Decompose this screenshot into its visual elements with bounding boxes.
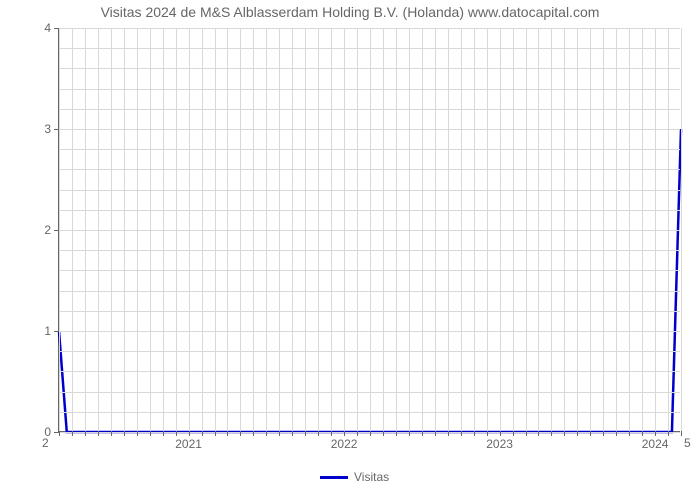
x-tick-mark [448,431,449,436]
gridline-v [357,28,358,431]
gridline-v [435,28,436,431]
x-tick-mark [318,431,319,436]
legend-label: Visitas [354,470,389,484]
x-tick-mark [85,431,86,436]
x-tick-mark [616,431,617,436]
gridline-v [292,28,293,431]
gridline-v [85,28,86,431]
x-tick-mark [98,431,99,436]
x-tick-mark [253,431,254,436]
gridline-v [370,28,371,431]
x-tick-mark [409,431,410,436]
gridline-v [98,28,99,431]
gridline-v [176,28,177,431]
x-tick-mark [603,431,604,436]
gridline-v [189,28,190,431]
gridline-v [396,28,397,431]
gridline-v [215,28,216,431]
x-tick-mark [370,431,371,436]
x-tick-mark [383,431,384,436]
gridline-v [526,28,527,431]
gridline-v [253,28,254,431]
x-tick-mark [305,431,306,436]
gridline-v [590,28,591,431]
gridline-v [137,28,138,431]
x-tick-mark [422,431,423,436]
x-tick-mark [526,431,527,436]
gridline-v [72,28,73,431]
x-tick-label: 2022 [331,431,358,451]
gridline-v [266,28,267,431]
visits-chart: Visitas 2024 de M&S Alblasserdam Holding… [0,0,700,500]
gridline-v [163,28,164,431]
x-tick-mark [435,431,436,436]
x-tick-mark [150,431,151,436]
gridline-v [487,28,488,431]
gridline-v [124,28,125,431]
gridline-v [616,28,617,431]
legend: Visitas [320,470,389,484]
gridline-v [629,28,630,431]
x-tick-mark [124,431,125,436]
gridline-v [422,28,423,431]
x-tick-mark [396,431,397,436]
x-tick-mark [227,431,228,436]
gridline-v [513,28,514,431]
x-tick-mark [564,431,565,436]
gridline-v [150,28,151,431]
gridline-v [409,28,410,431]
gridline-v [500,28,501,431]
x-tick-mark [59,431,60,436]
x-tick-mark [538,431,539,436]
x-tick-mark [590,431,591,436]
corner-label-bottom-left: 2 [42,436,49,450]
gridline-v [474,28,475,431]
gridline-v [344,28,345,431]
x-tick-mark [240,431,241,436]
gridline-v [240,28,241,431]
x-tick-mark [266,431,267,436]
gridline-v [227,28,228,431]
gridline-v [279,28,280,431]
gridline-v [681,28,682,431]
x-tick-mark [629,431,630,436]
gridline-v [551,28,552,431]
gridline-v [538,28,539,431]
gridline-v [603,28,604,431]
gridline-v [461,28,462,431]
x-tick-label: 2024 [642,431,669,451]
x-tick-mark [279,431,280,436]
x-tick-mark [551,431,552,436]
x-tick-label: 2021 [175,431,202,451]
chart-title: Visitas 2024 de M&S Alblasserdam Holding… [0,4,700,20]
gridline-v [448,28,449,431]
gridline-v [383,28,384,431]
gridline-v [642,28,643,431]
gridline-v [318,28,319,431]
x-tick-mark [137,431,138,436]
x-tick-mark [577,431,578,436]
gridline-v [202,28,203,431]
gridline-v [59,28,60,431]
gridline-v [331,28,332,431]
x-tick-mark [681,431,682,436]
x-tick-mark [474,431,475,436]
plot-area: 012342021202220232024 [58,28,680,432]
x-tick-mark [461,431,462,436]
gridline-v [577,28,578,431]
gridline-v [111,28,112,431]
x-tick-label: 2023 [486,431,513,451]
x-tick-mark [72,431,73,436]
gridline-v [305,28,306,431]
corner-label-bottom-right: 5 [684,436,691,450]
gridline-v [655,28,656,431]
x-tick-mark [215,431,216,436]
x-tick-mark [163,431,164,436]
gridline-v [564,28,565,431]
legend-swatch [320,476,348,479]
gridline-v [668,28,669,431]
x-tick-mark [111,431,112,436]
x-tick-mark [292,431,293,436]
